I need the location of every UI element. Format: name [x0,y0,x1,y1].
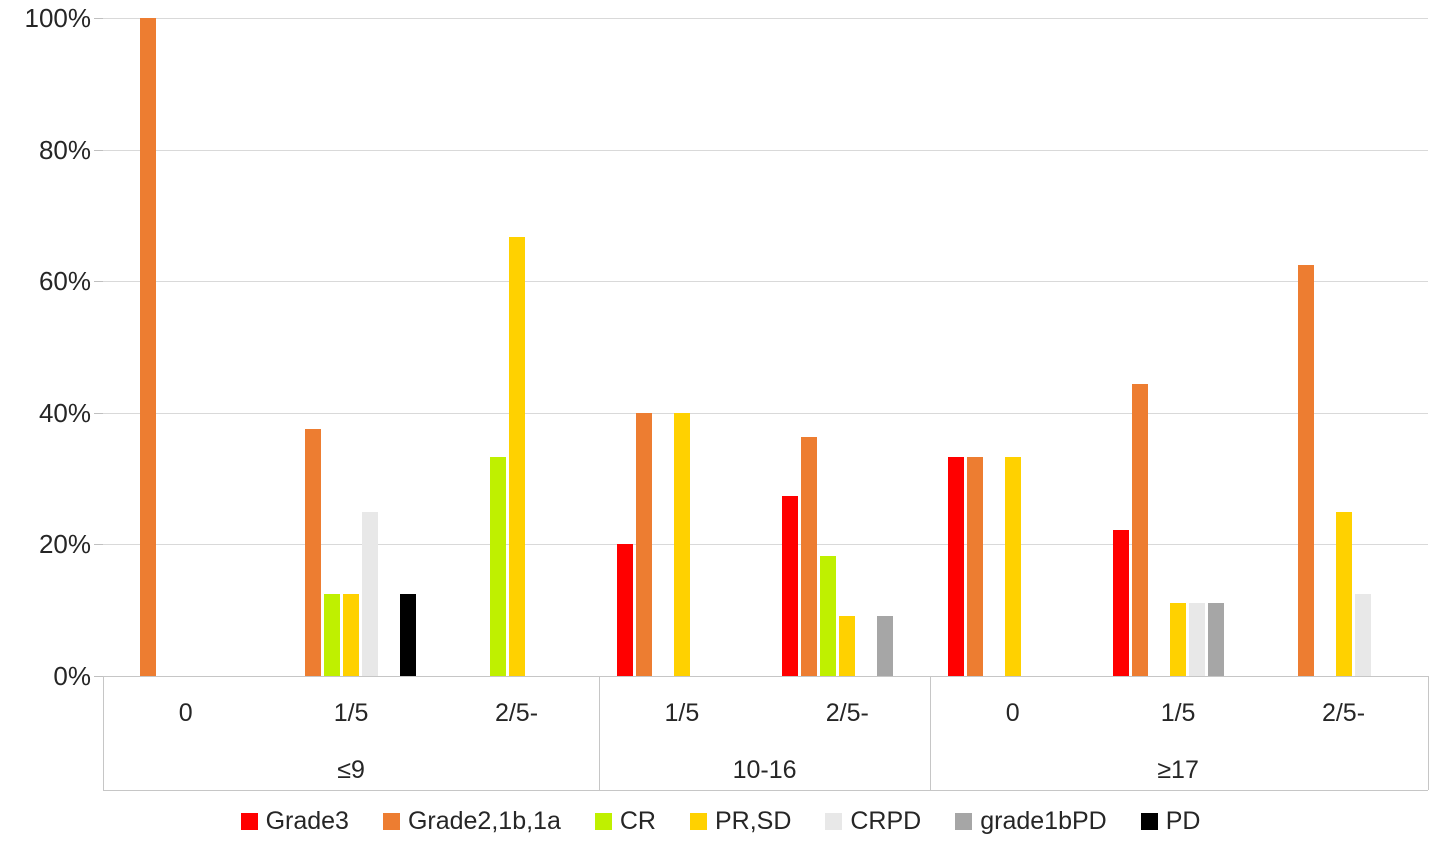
y-axis-label: 100% [24,3,92,33]
bar-pr-sd [1004,456,1021,676]
bar-crpd [362,511,379,676]
bar-grade1bpd [1208,603,1225,676]
y-axis-label: 40% [38,397,91,428]
bar-cr [489,456,506,676]
bar-pr-sd [673,412,690,676]
y-axis-label: 60% [38,266,91,297]
legend-item: CR [594,807,656,836]
legend-label: Grade3 [265,807,349,835]
legend-label: CR [619,807,656,835]
y-axis-label: 0% [53,661,91,691]
bar-grade3 [616,544,633,676]
group-separator [103,676,104,790]
legend-label: Grade2,1b,1a [407,807,561,835]
y-axis-tick [94,281,103,283]
legend-item: Grade3 [240,807,349,836]
y-axis-tick [94,412,103,414]
legend-swatch [240,813,258,830]
bar-cr [820,556,837,676]
bar-grade3 [947,456,964,676]
bar-grade2-1b-1a [801,436,818,676]
legend-item: Grade2,1b,1a [382,807,561,836]
legend-item: PD [1140,807,1201,836]
bar-cr [324,593,341,677]
bar-grade2-1b-1a [635,412,652,676]
group-separator [930,676,931,790]
bar-pr-sd [343,593,360,677]
legend-label: PD [1165,807,1201,835]
gridline [103,544,1428,546]
legend-label: PR,SD [714,807,792,835]
bar-grade2-1b-1a [139,18,156,676]
legend-item: CRPD [825,807,921,836]
bar-grade2-1b-1a [966,456,983,676]
legend-label: CRPD [850,807,922,835]
bar-grade3 [1113,529,1130,676]
x-axis-subcategory-label: 1/5 [1160,699,1196,727]
bar-pr-sd [1170,603,1187,676]
x-axis-subcategory-label: 1/5 [333,699,369,727]
legend: Grade3 Grade2,1b,1a CR PR,SD CRPD grade1bPD PD [0,807,1441,836]
x-axis-subcategory-label: 0 [178,699,193,727]
x-axis-group-label: ≤9 [337,756,365,784]
y-axis-label: 20% [38,529,91,560]
bar-pr-sd [839,616,856,676]
legend-swatch [955,813,973,830]
y-axis-tick [94,149,103,151]
legend-item: PR,SD [689,807,792,836]
legend-swatch [825,813,843,830]
x-axis-subcategory-label: 2/5- [1321,699,1366,727]
legend-swatch [689,813,707,830]
legend-label: grade1bPD [980,807,1107,835]
bar-pd [400,593,417,677]
bar-grade2-1b-1a [305,429,322,677]
x-axis-group-label: ≥17 [1157,756,1199,784]
x-axis-line [103,676,1428,677]
x-axis-subcategory-label: 0 [1005,699,1020,727]
bar-grade2-1b-1a [1132,383,1149,676]
bar-crpd [1354,593,1371,677]
gridline [103,281,1428,283]
group-separator [599,676,601,790]
axis-frame-bottom [103,790,1428,791]
bar-crpd [1189,603,1206,676]
group-separator [1428,676,1429,790]
bar-grade2-1b-1a [1297,264,1314,677]
bar-pr-sd [1335,511,1352,676]
x-axis-subcategory-label: 2/5- [825,699,869,727]
legend-swatch [382,813,400,830]
gridline [103,149,1428,151]
bar-grade3 [782,496,799,676]
y-axis-tick [94,676,103,677]
x-axis-group-label: 10-16 [732,756,797,784]
legend-item: grade1bPD [955,807,1107,836]
gridline [103,412,1428,414]
gridline [103,18,1428,19]
y-axis-label: 80% [38,134,91,165]
x-axis-subcategory-label: 2/5- [494,699,539,727]
y-axis-tick [94,18,103,19]
y-axis-tick [94,544,103,546]
x-axis-subcategory-label: 1/5 [664,699,700,727]
bar-grade1bpd [877,616,894,676]
legend-swatch [594,813,612,830]
legend-swatch [1140,813,1158,830]
bar-pr-sd [508,237,525,676]
